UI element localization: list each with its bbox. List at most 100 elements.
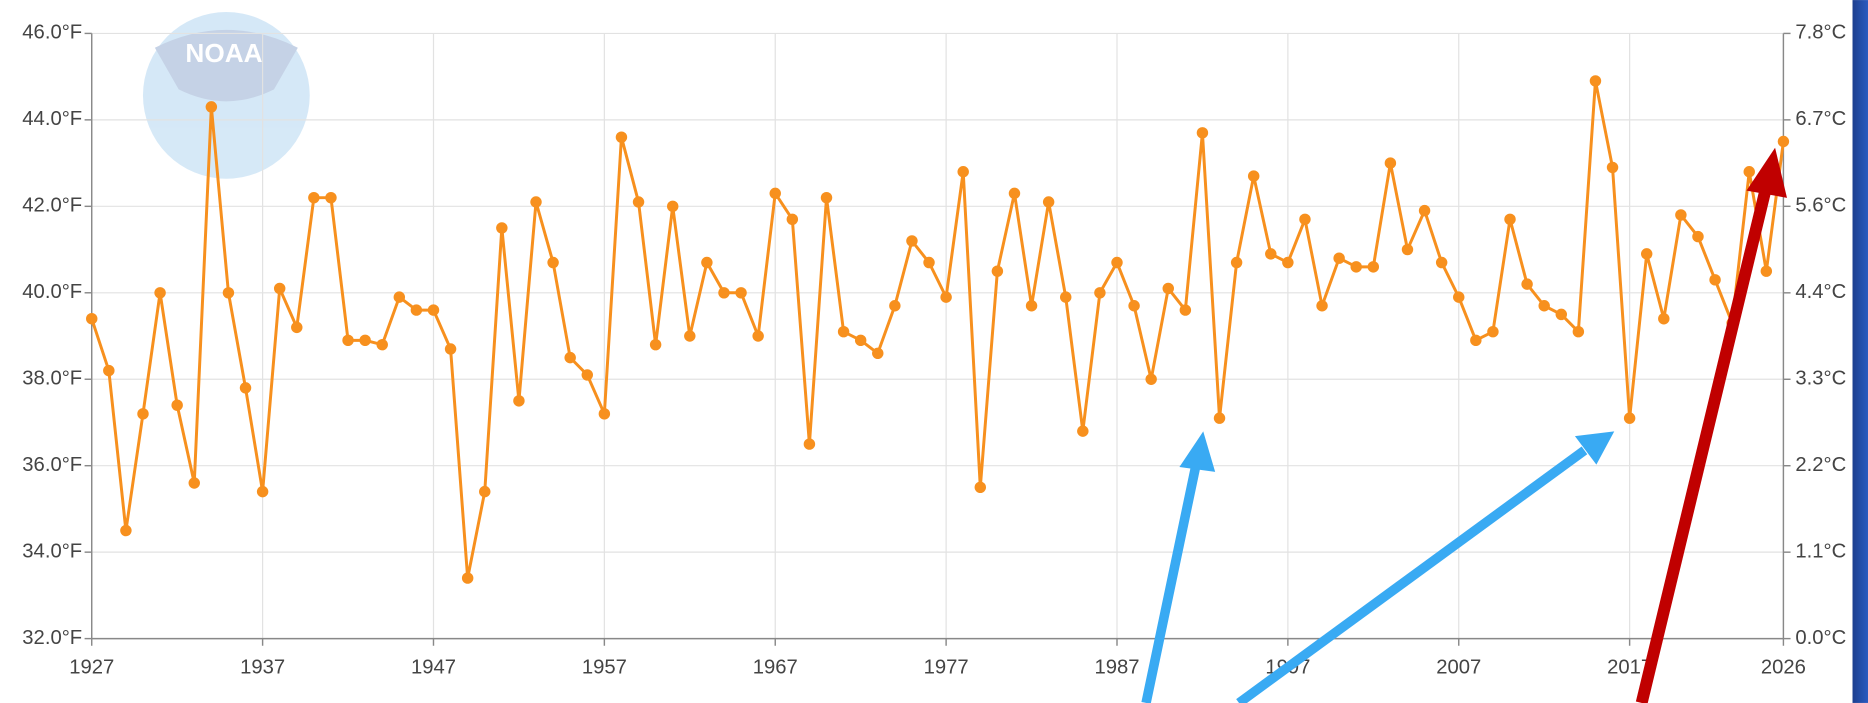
data-point [564,351,576,364]
data-point [1282,256,1294,269]
data-point [1606,161,1619,174]
data-point [479,485,491,498]
y2-tick-label: 5.6°C [1795,195,1846,217]
data-point [837,325,850,338]
data-point [1265,248,1277,260]
data-point [1487,325,1499,338]
data-point [906,235,918,247]
data-point [1008,187,1021,200]
data-point [103,364,115,377]
data-point [239,382,252,394]
y-tick-label: 36.0°F [22,454,82,476]
arrow [1635,183,1773,703]
x-tick-label: 1937 [240,657,285,679]
data-point [991,265,1004,277]
y2-tick-label: 3.3°C [1795,368,1846,390]
data-point [325,191,337,204]
data-point [410,304,423,316]
data-point [1111,256,1123,269]
arrow-head [1179,431,1216,472]
slide-edge [1852,0,1868,703]
data-point [718,287,730,299]
data-point [342,334,354,347]
data-point [1128,300,1140,312]
x-tick-label: 1987 [1094,657,1139,679]
data-point [444,343,457,355]
data-point [1658,313,1670,325]
data-point [1384,157,1397,169]
data-point [1247,170,1260,182]
data-point [649,338,662,351]
data-point [1640,248,1653,260]
data-point [1692,230,1704,243]
y-tick-label: 44.0°F [22,108,82,130]
data-point [581,369,593,381]
x-tick-label: 1927 [69,657,114,679]
data-point [666,200,679,213]
data-point [393,291,406,303]
data-point [1299,213,1311,226]
data-point [1316,300,1328,312]
data-point [308,191,320,204]
y-tick-label: 34.0°F [22,540,82,562]
y-tick-label: 40.0°F [22,281,82,303]
data-point [1196,127,1209,139]
data-point [1213,412,1226,424]
data-point [1350,261,1362,273]
data-point [889,300,901,312]
data-point [154,287,166,299]
data-point [188,477,200,489]
x-tick-label: 1977 [924,657,969,679]
data-point [735,287,747,299]
data-point [1555,308,1567,321]
y-tick-label: 42.0°F [22,195,82,217]
data-point [273,282,286,295]
x-tick-label: 1957 [582,657,627,679]
data-point [530,196,542,208]
y2-tick-label: 6.7°C [1795,108,1846,130]
data-point [1333,252,1345,264]
data-point [1179,304,1192,316]
data-line [90,79,1785,580]
annotations [1141,147,1787,703]
y2-tick-label: 0.0°C [1795,627,1846,649]
y2-tick-label: 2.2°C [1795,454,1846,476]
data-point [1094,287,1106,299]
data-point [1470,334,1482,347]
y-tick-label: 38.0°F [22,368,82,390]
data-point [1401,243,1414,256]
data-point [1709,274,1721,286]
data-point [547,256,559,269]
data-point [957,166,969,178]
x-tick-label: 2026 [1761,657,1806,679]
data-point [769,187,781,200]
data-point [496,222,508,234]
data-point [1025,300,1038,312]
data-point [1367,261,1380,273]
data-point [222,287,235,299]
data-point [1435,256,1448,269]
data-point [513,395,525,407]
arrow [1236,446,1588,703]
data-point [1589,75,1602,87]
data-point [1453,291,1465,303]
data-point [752,330,764,342]
data-point [376,338,388,351]
data-point [461,572,474,584]
data-point [1042,196,1055,208]
arrow [1141,457,1202,703]
data-point [1418,204,1431,217]
data-point [1623,412,1636,424]
data-point [872,347,884,360]
x-tick-label: 1967 [753,657,798,679]
data-point [1145,373,1157,385]
plot: 32.0°F 34.0°F 36.0°F 38.0°F 40.0°F 42.0°F 44.0… [22,22,1846,679]
data-point [359,334,371,347]
data-point [1060,291,1072,303]
data-point [803,438,816,450]
data-point [974,481,987,494]
data-point [1538,300,1550,312]
data-point [205,101,218,113]
data-point [1230,256,1243,269]
